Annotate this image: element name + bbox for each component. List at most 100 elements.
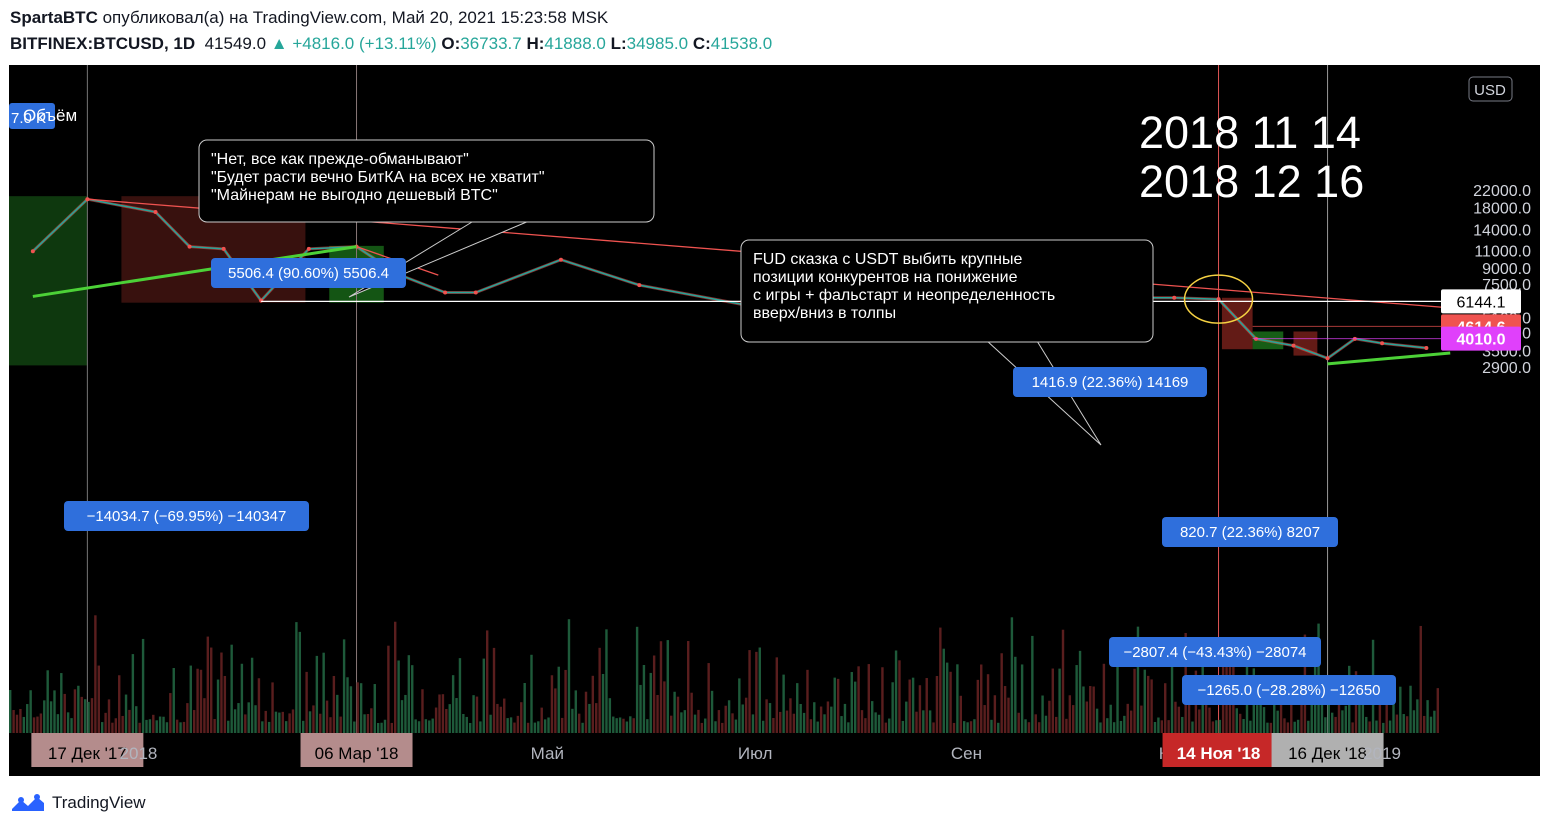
volume-bar — [509, 717, 513, 733]
volume-bar — [271, 682, 274, 733]
volume-bar — [690, 692, 693, 733]
measure-box — [1182, 675, 1396, 705]
volume-bar — [833, 677, 836, 733]
measure-label: 820.7 (22.36%) 8207 — [1180, 524, 1320, 541]
x-tick-label: 2019 — [1363, 744, 1401, 763]
volume-bar — [744, 697, 748, 733]
volume-bar — [486, 630, 489, 733]
volume-bar — [492, 647, 496, 733]
volume-bar — [400, 700, 404, 733]
x-tick-label: 2018 — [120, 744, 158, 763]
y-tick-label: 9000.0 — [1482, 261, 1531, 278]
volume-bar — [411, 665, 414, 733]
volume-bar — [1024, 719, 1027, 733]
volume-bar — [755, 651, 758, 733]
measure-box — [64, 501, 309, 531]
red-zone — [1293, 331, 1318, 356]
volume-bar — [1095, 708, 1099, 733]
volume-bar — [564, 669, 567, 733]
measure-label: −14034.7 (−69.95%) −140347 — [87, 508, 287, 525]
x-tick-label: Июл — [738, 744, 773, 763]
volume-bar — [121, 715, 124, 733]
volume-bar — [751, 714, 755, 733]
volume-bar — [1129, 710, 1133, 733]
volume-bar — [1048, 700, 1051, 733]
volume-bar — [530, 654, 533, 733]
volume-bar — [15, 714, 19, 733]
volume-bar — [80, 696, 83, 733]
volume-bar — [727, 700, 731, 733]
volume-bar — [131, 654, 135, 733]
volume-bar — [983, 705, 986, 733]
close-label: C: — [692, 34, 711, 53]
volume-bar — [911, 677, 915, 733]
volume-bar — [468, 722, 472, 733]
volume-bar — [152, 714, 155, 733]
volume-bar — [1181, 716, 1184, 733]
volume-bar — [1296, 719, 1300, 733]
author-name[interactable]: SpartaBTC — [10, 8, 98, 27]
volume-bar — [853, 681, 857, 733]
tradingview-brand[interactable]: TradingView — [52, 793, 146, 812]
volume-bar — [155, 720, 158, 733]
price-point — [306, 246, 311, 251]
volume-bar — [220, 652, 223, 733]
volume-bar — [9, 689, 12, 733]
volume-bar — [1072, 705, 1075, 733]
volume-bar — [952, 722, 956, 733]
volume-bar — [1106, 718, 1109, 733]
volume-bar — [1000, 653, 1003, 733]
volume-bar — [618, 717, 622, 733]
volume-bar — [496, 703, 499, 733]
volume-bar — [1146, 675, 1150, 733]
volume-bar — [843, 703, 847, 733]
volume-bar — [77, 685, 80, 733]
volume-bar — [383, 719, 387, 733]
volume-bar — [666, 640, 669, 733]
volume-bar — [462, 713, 465, 733]
volume-bar — [1337, 685, 1341, 733]
volume-bar — [922, 710, 925, 733]
volume-bar — [1140, 705, 1143, 733]
volume-bar — [210, 647, 213, 733]
volume-bar — [329, 717, 332, 733]
volume-bar — [969, 721, 973, 733]
volume-bar — [376, 722, 380, 733]
volume-bar — [353, 721, 356, 733]
volume-bar — [1211, 721, 1215, 733]
volume-bar — [1324, 717, 1327, 733]
volume-bar — [1395, 714, 1399, 733]
volume-bar — [199, 669, 203, 733]
volume-bar — [1174, 701, 1177, 733]
price-chart[interactable]: "Нет, все как прежде-обманывают""Будет р… — [9, 65, 1540, 776]
volume-bar — [100, 722, 104, 733]
volume-bar — [1034, 714, 1037, 733]
volume-bar — [1150, 679, 1153, 733]
volume-bar — [1310, 703, 1313, 733]
volume-bar — [1256, 705, 1259, 733]
chart-area[interactable]: "Нет, все как прежде-обманывают" "Будет р… — [9, 65, 1540, 776]
volume-bar — [56, 714, 60, 733]
volume-bar — [308, 711, 312, 733]
volume-bar — [714, 721, 717, 733]
volume-bar — [520, 702, 523, 733]
volume-bar — [1010, 617, 1014, 733]
volume-bar — [363, 714, 366, 733]
volume-bar — [322, 652, 325, 733]
volume-bar — [1143, 669, 1146, 733]
volume-bar — [1109, 704, 1112, 733]
volume-bar — [1041, 695, 1044, 733]
volume-bar — [830, 706, 833, 733]
volume-bar — [87, 701, 90, 733]
volume-value-box — [9, 103, 55, 129]
volume-bar — [336, 694, 339, 733]
volume-bar — [1341, 710, 1344, 733]
volume-bar — [196, 668, 199, 733]
volume-bar — [990, 719, 993, 733]
volume-bar — [1075, 665, 1078, 733]
volume-bar — [608, 698, 612, 733]
x-tick-label: 17 Дек '17 — [48, 744, 127, 763]
volume-bar — [247, 702, 250, 733]
volume-bar — [1099, 722, 1102, 733]
x-date-highlight — [300, 733, 413, 767]
